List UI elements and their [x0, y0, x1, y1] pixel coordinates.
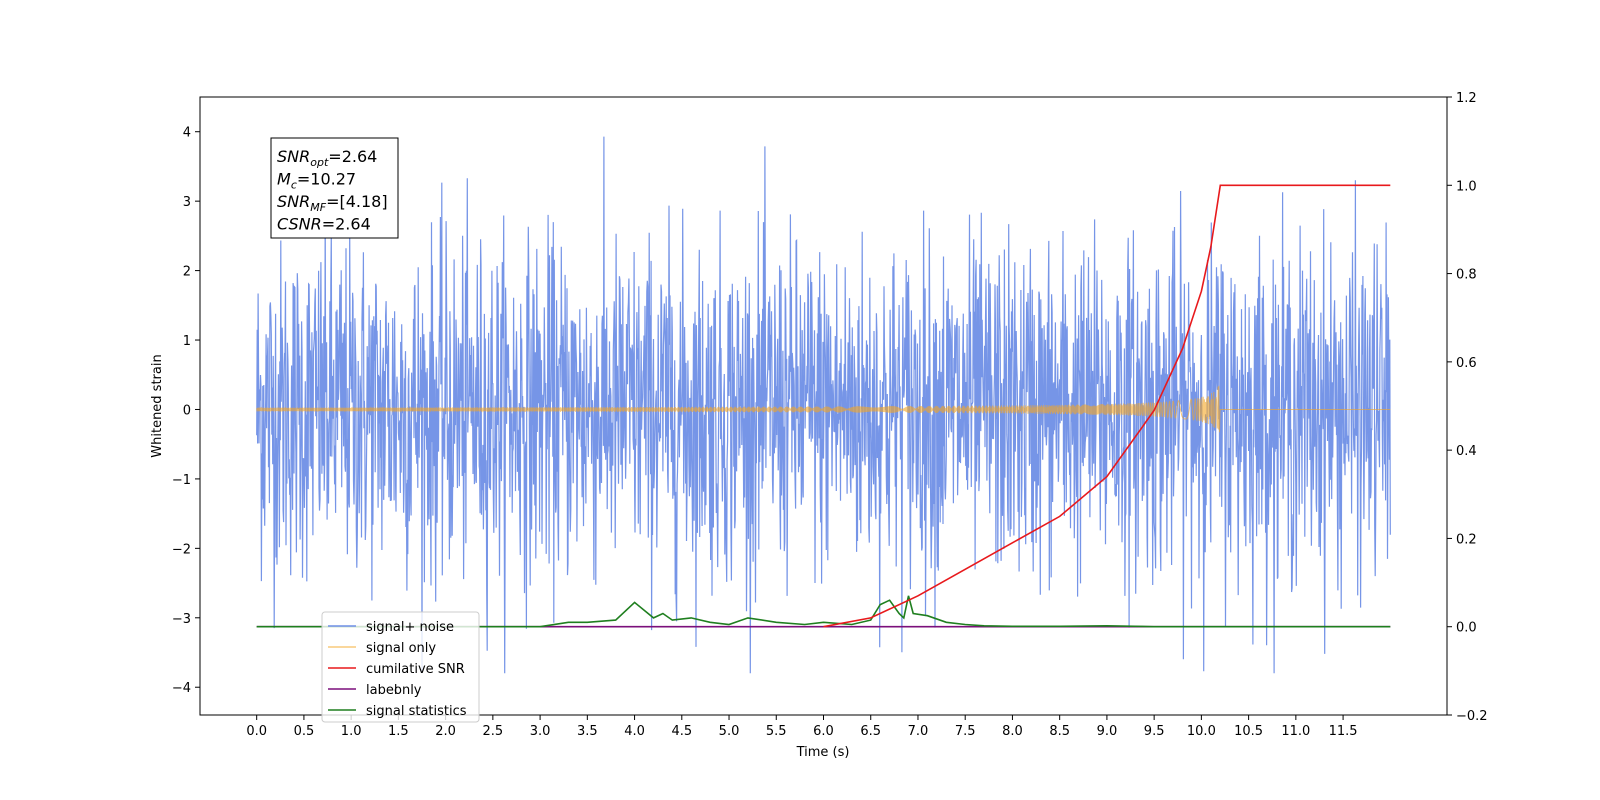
legend-entry: signal+ noise [366, 620, 454, 635]
legend-frame [321, 611, 480, 723]
y2-tick-label: 1.0 [1456, 179, 1477, 194]
series-signal-only [256, 385, 1391, 433]
x-tick-label: 3.5 [577, 724, 598, 739]
x-tick-label: 8.0 [1002, 724, 1023, 739]
x-axis: 0.0 0.5 1.0 1.5 2.0 2.5 3.0 3.5 4.0 4.5 5.0 5.5 6.0 6… [246, 715, 1358, 739]
x-tick-label: 7.0 [908, 724, 929, 739]
x-tick-label: 5.0 [719, 724, 740, 739]
y-tick-label: 0 [183, 403, 191, 418]
legend-entry: signal only [366, 641, 436, 656]
series-signal-noise [256, 136, 1391, 674]
x-tick-label: 1.0 [341, 724, 362, 739]
x-tick-label: 1.5 [388, 724, 409, 739]
x-tick-label: 9.5 [1144, 724, 1165, 739]
y2-tick-label: 1.2 [1456, 91, 1477, 106]
x-tick-label: 11.5 [1329, 724, 1358, 739]
y2-tick-label: 0.0 [1456, 621, 1477, 636]
legend: signal+ noise signal only cumilative SNR la… [321, 611, 480, 723]
x-tick-label: 0.0 [246, 724, 267, 739]
legend-entry: cumilative SNR [366, 662, 465, 677]
series-signal-statistics [256, 595, 1391, 628]
y2-tick-label: 0.2 [1456, 532, 1477, 547]
annotation-line: Mc=10.27 [277, 170, 356, 192]
y-tick-label: 3 [183, 195, 191, 210]
y-axis-left: −4 −3 −2 −1 0 1 2 3 4 [172, 126, 200, 696]
x-tick-label: 11.0 [1281, 724, 1310, 739]
x-axis-label: Time (s) [796, 745, 850, 760]
x-tick-label: 0.5 [294, 724, 315, 739]
annotation-box-frame [270, 137, 399, 239]
y-tick-label: −1 [172, 473, 191, 488]
x-tick-label: 5.5 [766, 724, 787, 739]
y2-tick-label: 0.6 [1456, 356, 1477, 371]
x-tick-label: 10.5 [1234, 724, 1263, 739]
x-tick-label: 8.5 [1049, 724, 1070, 739]
annotation-line: SNRMF=[4.18] [277, 192, 388, 214]
y2-tick-label: −0.2 [1456, 709, 1488, 724]
y-tick-label: −2 [172, 542, 191, 557]
legend-occluded-text: only [394, 683, 422, 698]
legend-entry: label [366, 683, 397, 698]
x-tick-label: 6.5 [860, 724, 881, 739]
x-tick-label: 10.0 [1187, 724, 1216, 739]
x-tick-label: 6.0 [813, 724, 834, 739]
annotation-line: SNRopt=2.64 [277, 147, 377, 169]
y-tick-label: 4 [183, 126, 191, 141]
x-tick-label: 7.5 [955, 724, 976, 739]
y2-tick-label: 0.4 [1456, 444, 1477, 459]
y-tick-label: 2 [183, 265, 191, 280]
y-tick-label: −4 [172, 681, 191, 696]
legend-entry: signal statistics [366, 704, 467, 719]
x-tick-label: 2.0 [435, 724, 456, 739]
y-axis-right: −0.2 0.0 0.2 0.4 0.6 0.8 1.0 1.2 [1447, 91, 1488, 724]
y-tick-label: 1 [183, 334, 191, 349]
x-tick-label: 4.5 [671, 724, 692, 739]
y-tick-label: −3 [172, 612, 191, 627]
x-tick-label: 3.0 [530, 724, 551, 739]
y-axis-label: Whitened strain [150, 354, 165, 457]
annotation-line: CSNR=2.64 [277, 215, 371, 234]
x-tick-label: 4.0 [624, 724, 645, 739]
y2-tick-label: 0.8 [1456, 268, 1477, 283]
series-cumulative-snr [823, 184, 1391, 628]
x-tick-label: 2.5 [483, 724, 504, 739]
x-tick-label: 9.0 [1097, 724, 1118, 739]
